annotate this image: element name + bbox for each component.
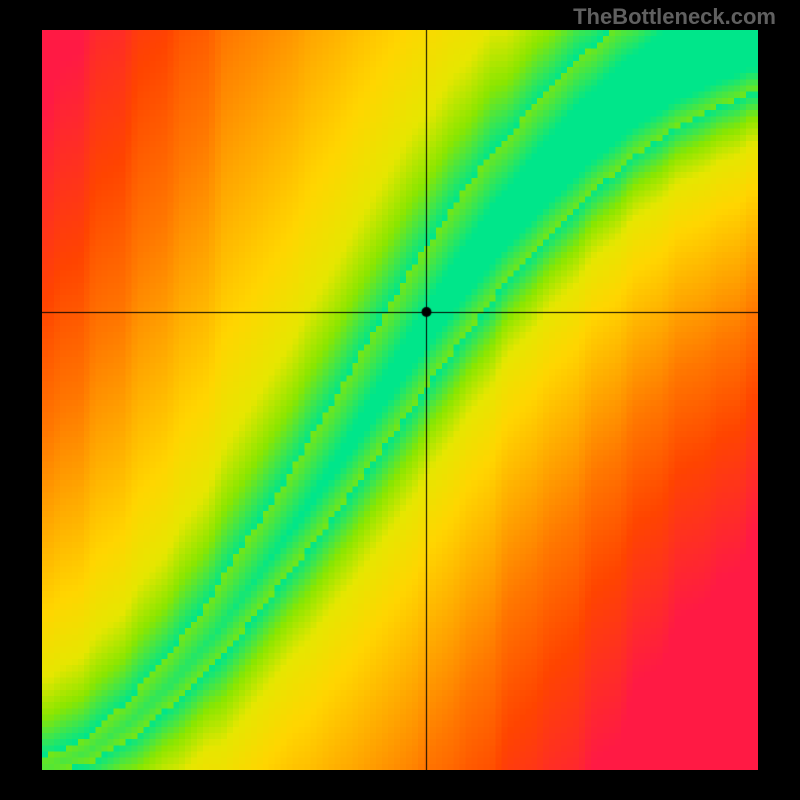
watermark-text: TheBottleneck.com <box>573 4 776 30</box>
crosshair-overlay <box>42 30 758 770</box>
